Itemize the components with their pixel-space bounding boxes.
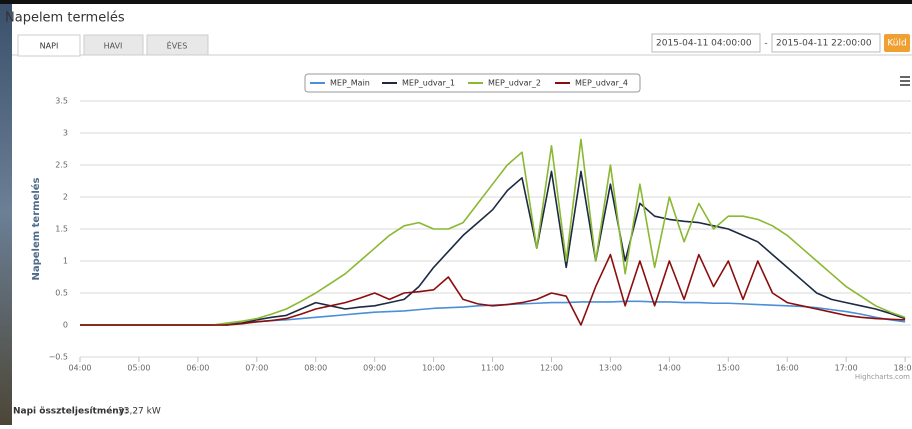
x-tick-label: 13:00 [599,364,622,373]
legend-label: MEP_udvar_1 [402,79,455,88]
x-tick-label: 06:00 [186,364,209,373]
tab-label[interactable]: ÉVES [167,40,188,51]
tab-label[interactable]: NAPI [40,42,59,51]
y-tick-label: 2.5 [55,161,68,170]
x-tick-label: 07:00 [245,364,268,373]
x-tick-label: 11:00 [481,364,504,373]
x-tick-label: 08:00 [304,364,327,373]
x-tick-label: 12:00 [540,364,563,373]
y-tick-label: 2 [63,193,68,202]
tab-label[interactable]: HAVI [104,42,123,51]
date-to[interactable]: 2015-04-11 22:00:00 [776,39,872,49]
submit-label[interactable]: Küld [887,39,906,49]
x-tick-label: 17:00 [835,364,858,373]
legend-label: MEP_udvar_4 [575,79,628,88]
y-tick-label: 1 [63,257,68,266]
y-axis-title: Napelem termelés [30,177,42,280]
legend-label: MEP_udvar_2 [488,79,541,88]
page-title: Napelem termelés [5,11,125,26]
y-tick-label: 3 [63,129,68,138]
y-tick-label: 3.5 [55,97,68,106]
y-tick-label: 0.5 [55,289,68,298]
y-tick-label: 1.5 [55,225,68,234]
date-from[interactable]: 2015-04-11 04:00:00 [656,39,752,49]
credit: Highcharts.com [855,373,910,381]
x-tick-label: 10:00 [422,364,445,373]
footer-label: Napi összteljesítmény: [13,406,128,417]
menu-icon[interactable] [900,76,910,86]
x-tick-label: 16:00 [776,364,799,373]
x-tick-label: 15:00 [717,364,740,373]
x-tick-label: 18:00 [894,364,912,373]
x-tick-label: 05:00 [127,364,150,373]
y-tick-label: −0.5 [49,353,68,362]
separator: - [764,39,767,49]
page: Napelem termelés NAPI HAVI ÉVES 2015-04-… [0,0,912,425]
photo-strip [0,0,12,425]
x-tick-label: 09:00 [363,364,386,373]
background [0,0,912,425]
top-bar [0,0,912,4]
x-tick-label: 14:00 [658,364,681,373]
x-tick-label: 04:00 [68,364,91,373]
footer-value: 33,27 kW [118,407,161,417]
y-tick-label: 0 [63,321,68,330]
legend-label: MEP_Main [330,79,370,88]
